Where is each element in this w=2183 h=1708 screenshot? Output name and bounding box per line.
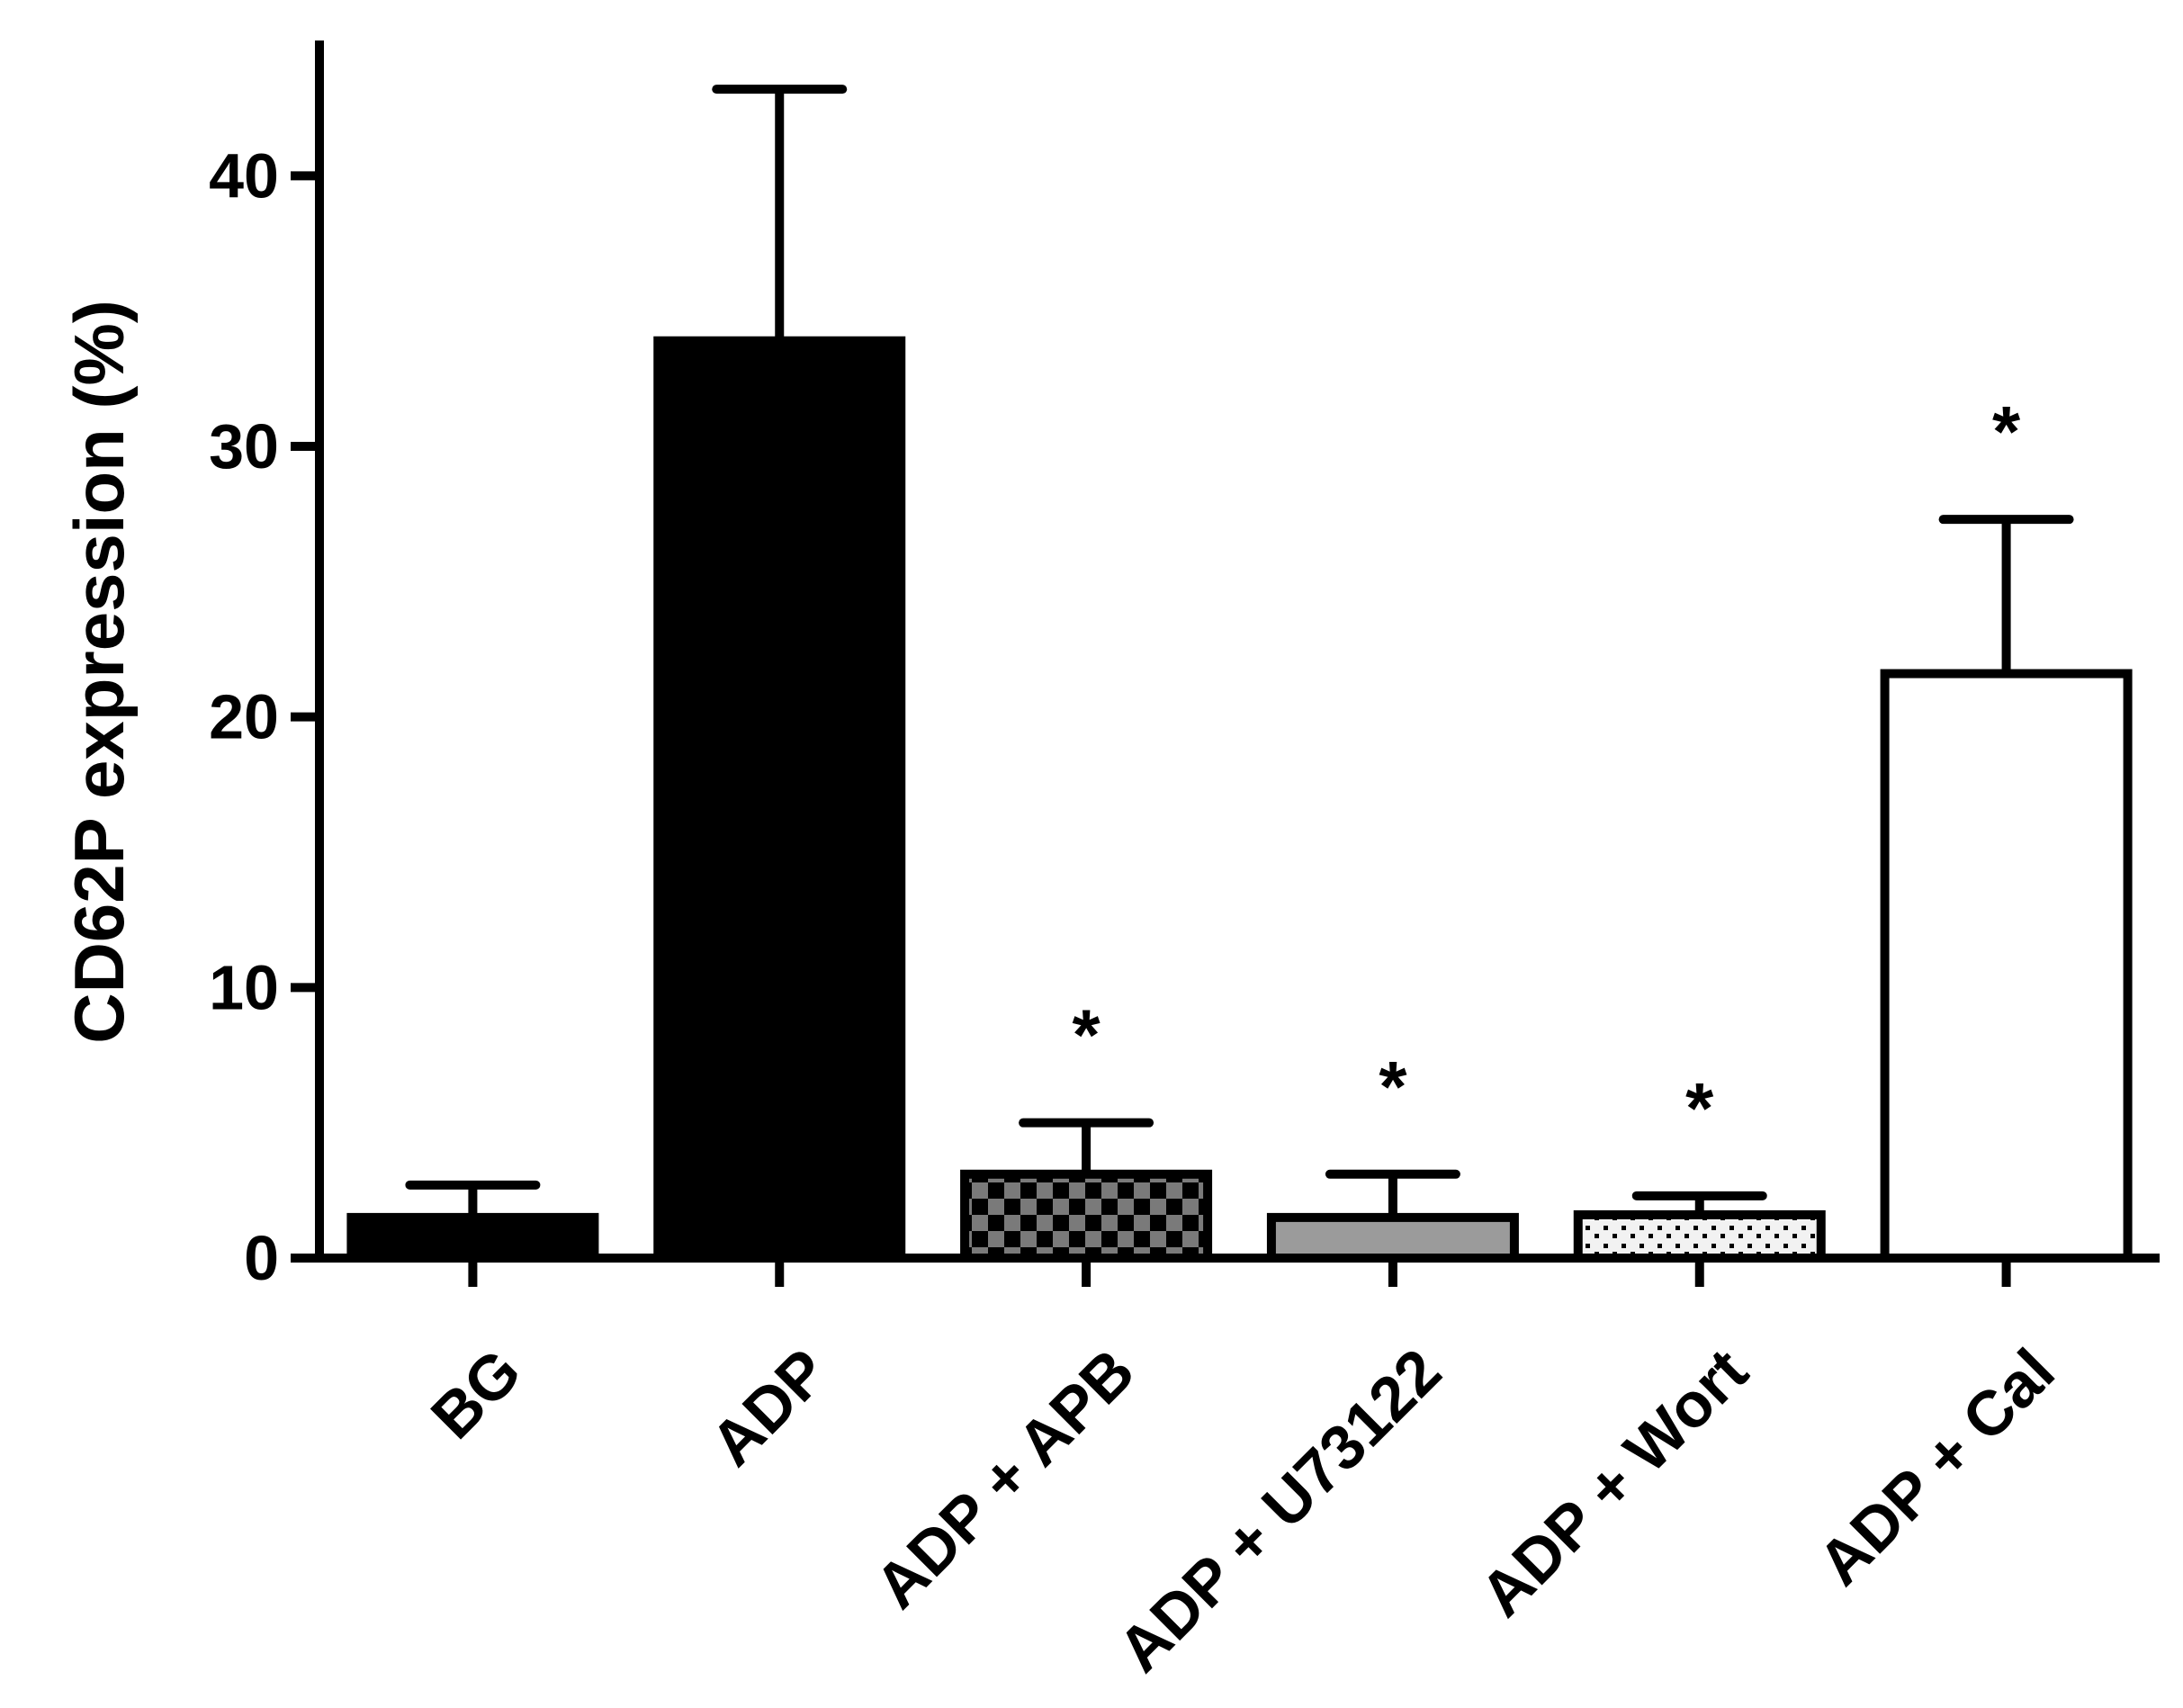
error-bars-layer bbox=[405, 85, 2074, 1218]
bar-4 bbox=[1573, 1209, 1826, 1263]
x-tick-label-5: ADP + Cal bbox=[1805, 1335, 2068, 1598]
y-tick-label-1: 10 bbox=[209, 952, 279, 1022]
significance-marker-4: * bbox=[1685, 1068, 1714, 1148]
bar-1 bbox=[653, 336, 906, 1263]
y-ticks-layer: 0 10 20 30 40 bbox=[209, 140, 319, 1293]
y-tick-label-4: 40 bbox=[209, 140, 279, 211]
x-tick-label-4: ADP + Wort bbox=[1467, 1335, 1761, 1630]
x-tick-label-2: ADP + APB bbox=[861, 1335, 1147, 1622]
significance-marker-2: * bbox=[1073, 995, 1101, 1075]
y-tick-label-3: 30 bbox=[209, 411, 279, 481]
x-tick-label-0: BG bbox=[418, 1335, 534, 1452]
x-tick-label-1: ADP bbox=[697, 1335, 841, 1479]
y-axis-title: CD62P expression (%) bbox=[59, 300, 139, 1044]
significance-marker-5: * bbox=[1992, 391, 2021, 472]
y-tick-label-2: 20 bbox=[209, 682, 279, 752]
bar-0 bbox=[346, 1212, 599, 1263]
axes-layer bbox=[315, 40, 2160, 1263]
bar-3 bbox=[1266, 1212, 1519, 1263]
significance-marker-3: * bbox=[1379, 1047, 1407, 1127]
y-tick-label-0: 0 bbox=[244, 1223, 279, 1293]
bar-5 bbox=[1880, 669, 2133, 1263]
significance-layer: * * * * bbox=[1073, 391, 2021, 1148]
x-tick-label-3: ADP + U73122 bbox=[1105, 1335, 1455, 1686]
bars-layer bbox=[346, 336, 2133, 1263]
bar-2 bbox=[960, 1169, 1213, 1263]
